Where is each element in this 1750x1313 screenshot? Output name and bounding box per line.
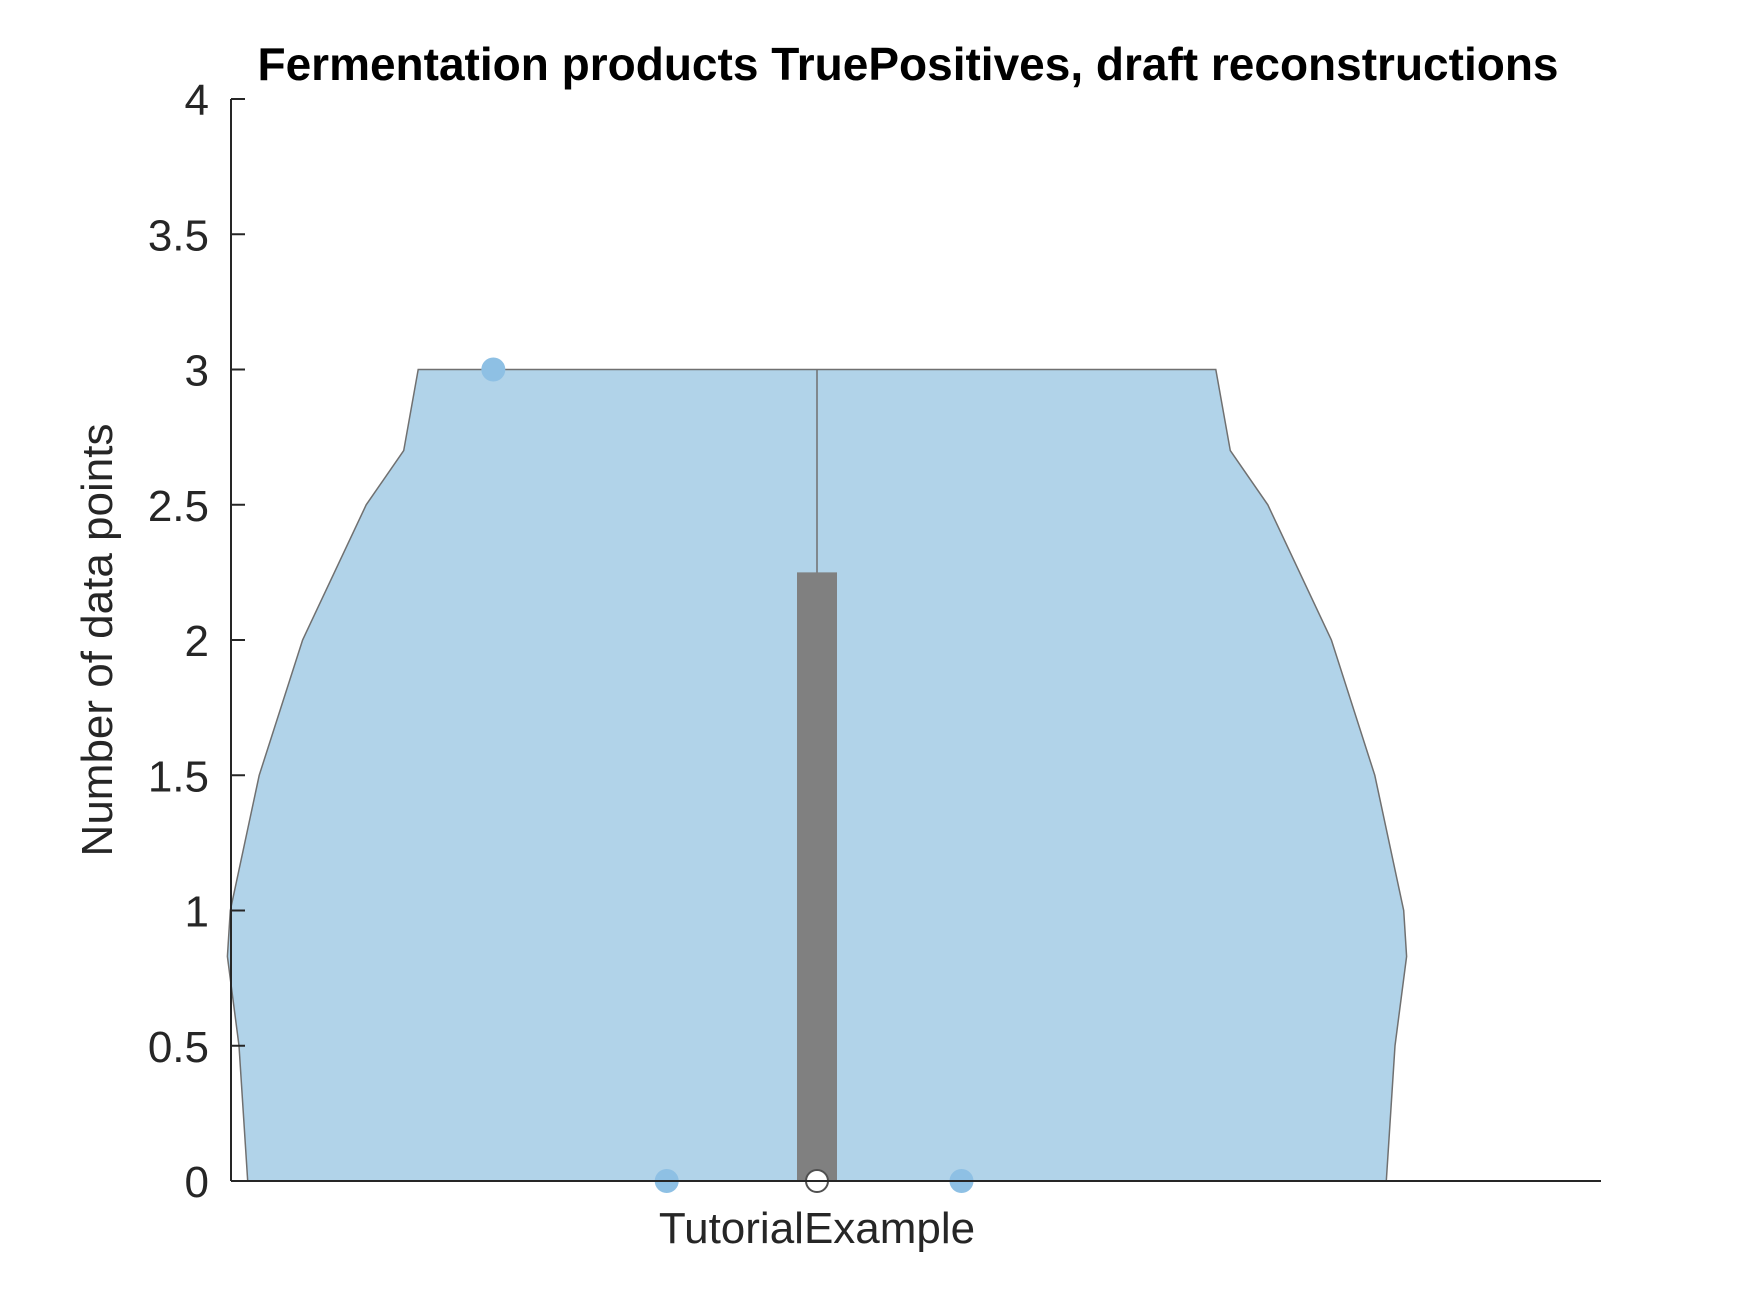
y-tick-label: 2.5 [148,482,209,531]
y-tick-label: 3.5 [148,211,209,260]
y-axis-label: Number of data points [73,424,122,857]
y-tick-label: 1.5 [148,752,209,801]
y-tick-label: 0 [185,1158,209,1207]
y-tick-label: 4 [185,76,209,125]
y-tick-label: 2 [185,617,209,666]
plot-area [226,357,1408,1193]
y-ticks: 0 0.5 1 1.5 2 2.5 3 3.5 4 [148,76,245,1207]
x-ticks: TutorialExample [659,1204,975,1253]
x-tick-label: TutorialExample [659,1204,975,1253]
y-tick-label: 1 [185,888,209,937]
y-tick-label: 0.5 [148,1023,209,1072]
data-point [481,357,506,382]
iqr-box [797,572,837,1181]
chart-title: Fermentation products TruePositives, dra… [257,38,1558,90]
y-tick-label: 3 [185,347,209,396]
